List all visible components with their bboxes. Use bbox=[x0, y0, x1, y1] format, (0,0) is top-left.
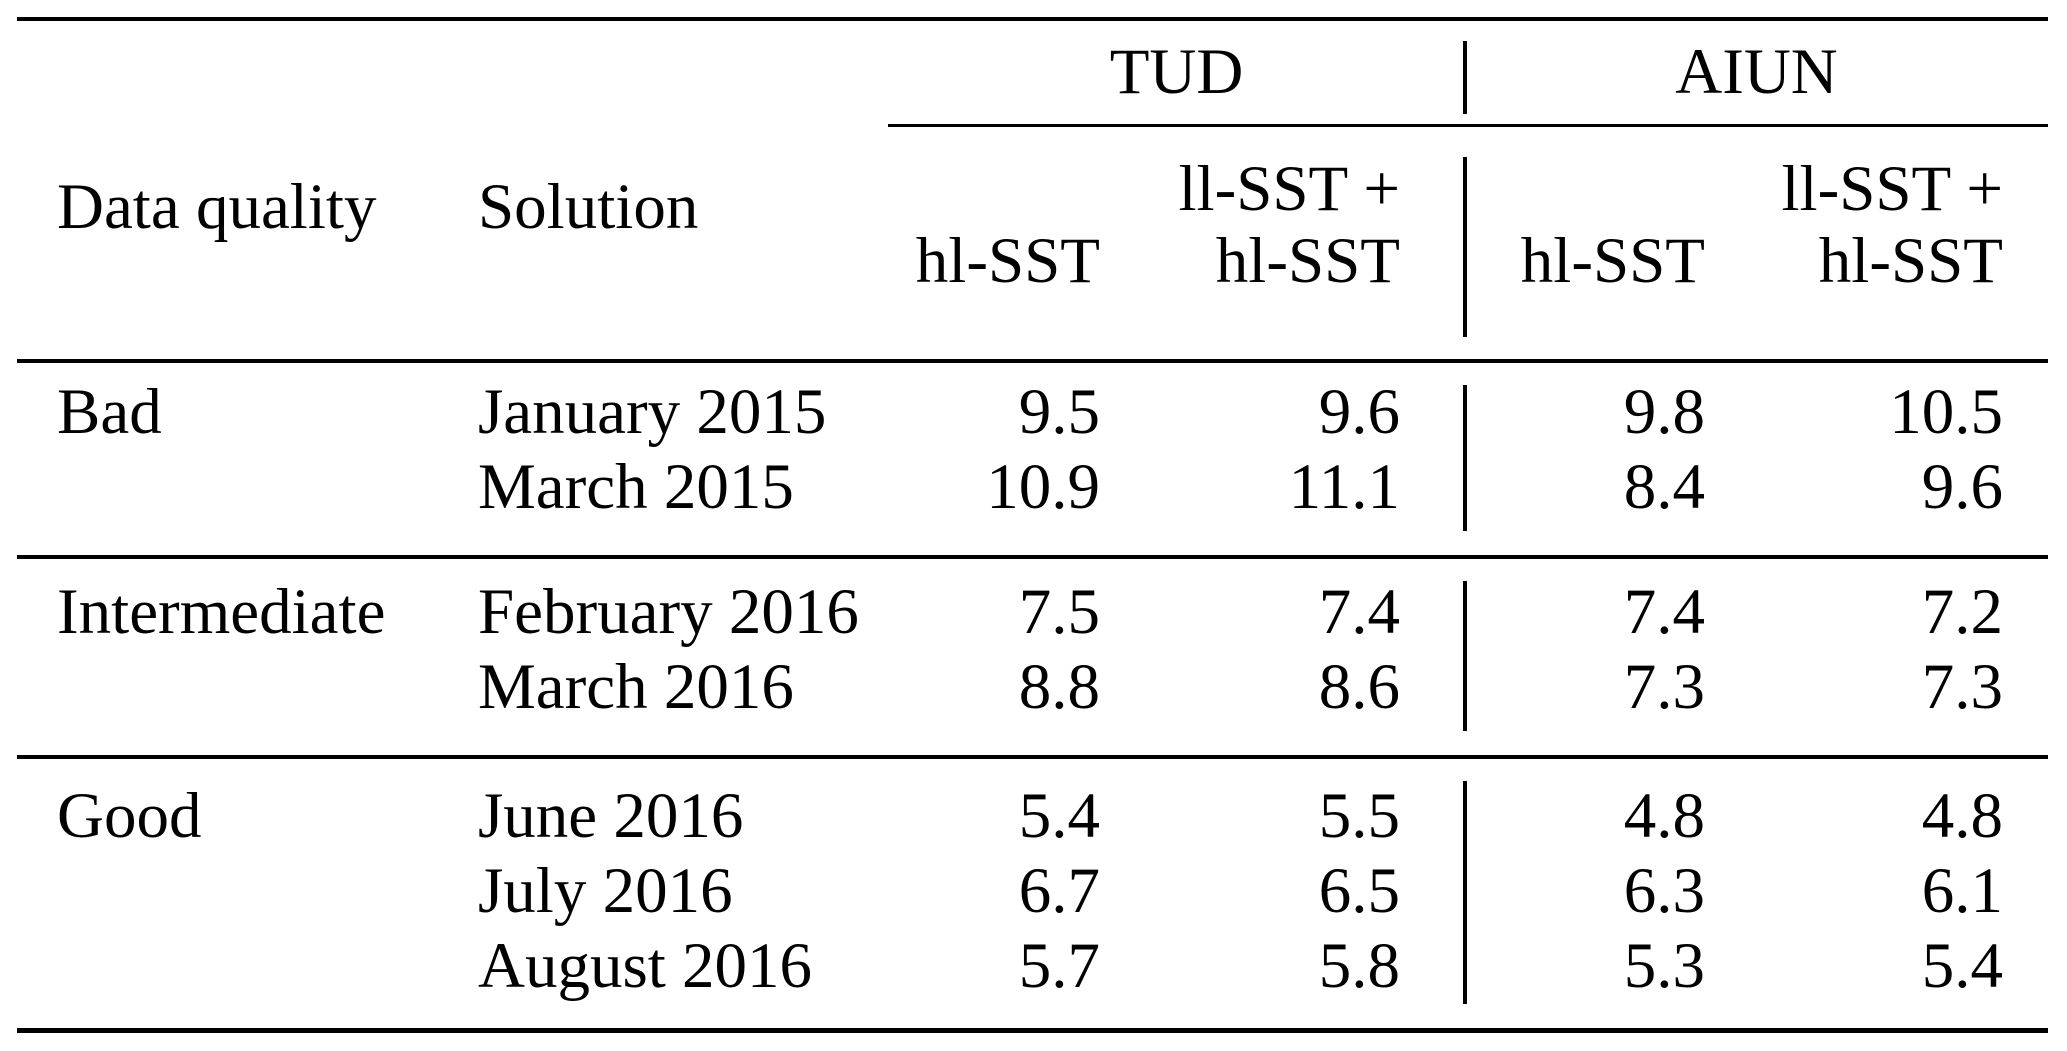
value-aiun-ll: 4.8 bbox=[1921, 779, 2003, 852]
value-tud-ll: 5.5 bbox=[1318, 779, 1400, 852]
value-tud-ll: 11.1 bbox=[1288, 450, 1400, 523]
value-tud-ll: 5.8 bbox=[1318, 929, 1400, 1002]
value-aiun-ll: 9.6 bbox=[1921, 450, 2003, 523]
column-header-tud-ll-sst: ll-SST + hl-SST bbox=[1100, 125, 1465, 361]
sub-header-label: hl-SST bbox=[1818, 224, 2003, 297]
value-aiun-hl: 7.4 bbox=[1463, 557, 1765, 650]
value-tud-ll: 7.4 bbox=[1318, 575, 1400, 648]
value-aiun-hl: 6.3 bbox=[1463, 853, 1765, 929]
group-header-tud: TUD bbox=[888, 19, 1465, 127]
value-aiun-ll: 7.2 bbox=[1921, 575, 2003, 648]
quality-cell bbox=[17, 450, 462, 557]
group-header-aiun: AIUN bbox=[1463, 19, 2048, 127]
solution-cell: February 2016 bbox=[478, 575, 859, 648]
value-tud-ll: 6.5 bbox=[1318, 854, 1400, 927]
solution-cell: June 2016 bbox=[478, 779, 744, 852]
value-aiun-ll: 7.3 bbox=[1921, 650, 2003, 723]
group-header-row: Data quality Solution TUD AIUN bbox=[17, 19, 2048, 243]
value-aiun-hl: 9.8 bbox=[1463, 361, 1765, 450]
value-tud-hl: 9.5 bbox=[1018, 375, 1100, 448]
solution-cell: January 2015 bbox=[478, 375, 827, 448]
table-row: Good June 2016 5.4 5.5 4.8 4.8 bbox=[17, 757, 2048, 854]
quality-cell bbox=[17, 854, 462, 929]
spacer-line bbox=[888, 153, 1100, 225]
value-tud-ll: 9.6 bbox=[1318, 375, 1400, 448]
section-bad: Bad January 2015 9.5 9.6 9.8 10.5 March … bbox=[17, 361, 2048, 557]
value-aiun-hl: 8.4 bbox=[1463, 449, 1765, 557]
quality-cell: Bad bbox=[57, 375, 162, 448]
solution-cell: July 2016 bbox=[478, 854, 733, 927]
quality-cell: Good bbox=[57, 779, 202, 852]
column-header-aiun-hl-sst: hl-SST bbox=[1463, 125, 1765, 361]
value-tud-hl: 10.9 bbox=[986, 450, 1100, 523]
column-header-aiun-ll-sst: ll-SST + hl-SST bbox=[1765, 125, 2048, 361]
value-tud-hl: 5.4 bbox=[1018, 779, 1100, 852]
value-aiun-hl: 7.3 bbox=[1463, 649, 1765, 757]
table-row: Intermediate February 2016 7.5 7.4 7.4 7… bbox=[17, 557, 2048, 650]
section-good: Good June 2016 5.4 5.5 4.8 4.8 July 2016… bbox=[17, 757, 2048, 1031]
sub-header-label: hl-SST bbox=[915, 224, 1100, 297]
table-header: Data quality Solution TUD AIUN hl-SST ll… bbox=[17, 19, 2048, 361]
value-aiun-hl: 5.3 bbox=[1463, 928, 1765, 1031]
value-aiun-ll: 5.4 bbox=[1921, 929, 2003, 1002]
column-header-data-quality: Data quality bbox=[57, 171, 377, 244]
solution-cell: March 2016 bbox=[478, 650, 794, 723]
table-row: August 2016 5.7 5.8 5.3 5.4 bbox=[17, 928, 2048, 1031]
value-tud-hl: 6.7 bbox=[1018, 854, 1100, 927]
quality-cell bbox=[17, 650, 462, 757]
sub-header-label: hl-SST bbox=[1520, 224, 1705, 297]
solution-cell: August 2016 bbox=[478, 929, 813, 1002]
value-tud-hl: 8.8 bbox=[1018, 650, 1100, 723]
section-intermediate: Intermediate February 2016 7.5 7.4 7.4 7… bbox=[17, 557, 2048, 757]
sub-header-label: ll-SST + bbox=[1781, 152, 2003, 225]
value-aiun-ll: 6.1 bbox=[1921, 854, 2003, 927]
column-header-tud-hl-sst: hl-SST bbox=[888, 125, 1100, 361]
table-row: July 2016 6.7 6.5 6.3 6.1 bbox=[17, 853, 2048, 929]
column-header-solution: Solution bbox=[478, 171, 699, 244]
value-aiun-ll: 10.5 bbox=[1889, 375, 2003, 448]
value-tud-ll: 8.6 bbox=[1318, 650, 1400, 723]
results-table: Data quality Solution TUD AIUN hl-SST ll… bbox=[17, 17, 2048, 1033]
value-aiun-hl: 4.8 bbox=[1463, 757, 1765, 854]
table-row: March 2016 8.8 8.6 7.3 7.3 bbox=[17, 649, 2048, 757]
sub-header-row: hl-SST ll-SST + hl-SST hl-SST ll-SST + h… bbox=[17, 125, 2048, 361]
sub-header-label: hl-SST bbox=[1215, 224, 1400, 297]
solution-cell: March 2015 bbox=[478, 450, 794, 523]
value-tud-hl: 7.5 bbox=[1018, 575, 1100, 648]
value-tud-hl: 5.7 bbox=[1018, 929, 1100, 1002]
table-row: March 2015 10.9 11.1 8.4 9.6 bbox=[17, 449, 2048, 557]
spacer-line bbox=[1465, 153, 1705, 225]
quality-cell bbox=[17, 929, 462, 1031]
sub-header-label: ll-SST + bbox=[1178, 152, 1400, 225]
quality-cell: Intermediate bbox=[57, 575, 386, 648]
table-row: Bad January 2015 9.5 9.6 9.8 10.5 bbox=[17, 361, 2048, 450]
